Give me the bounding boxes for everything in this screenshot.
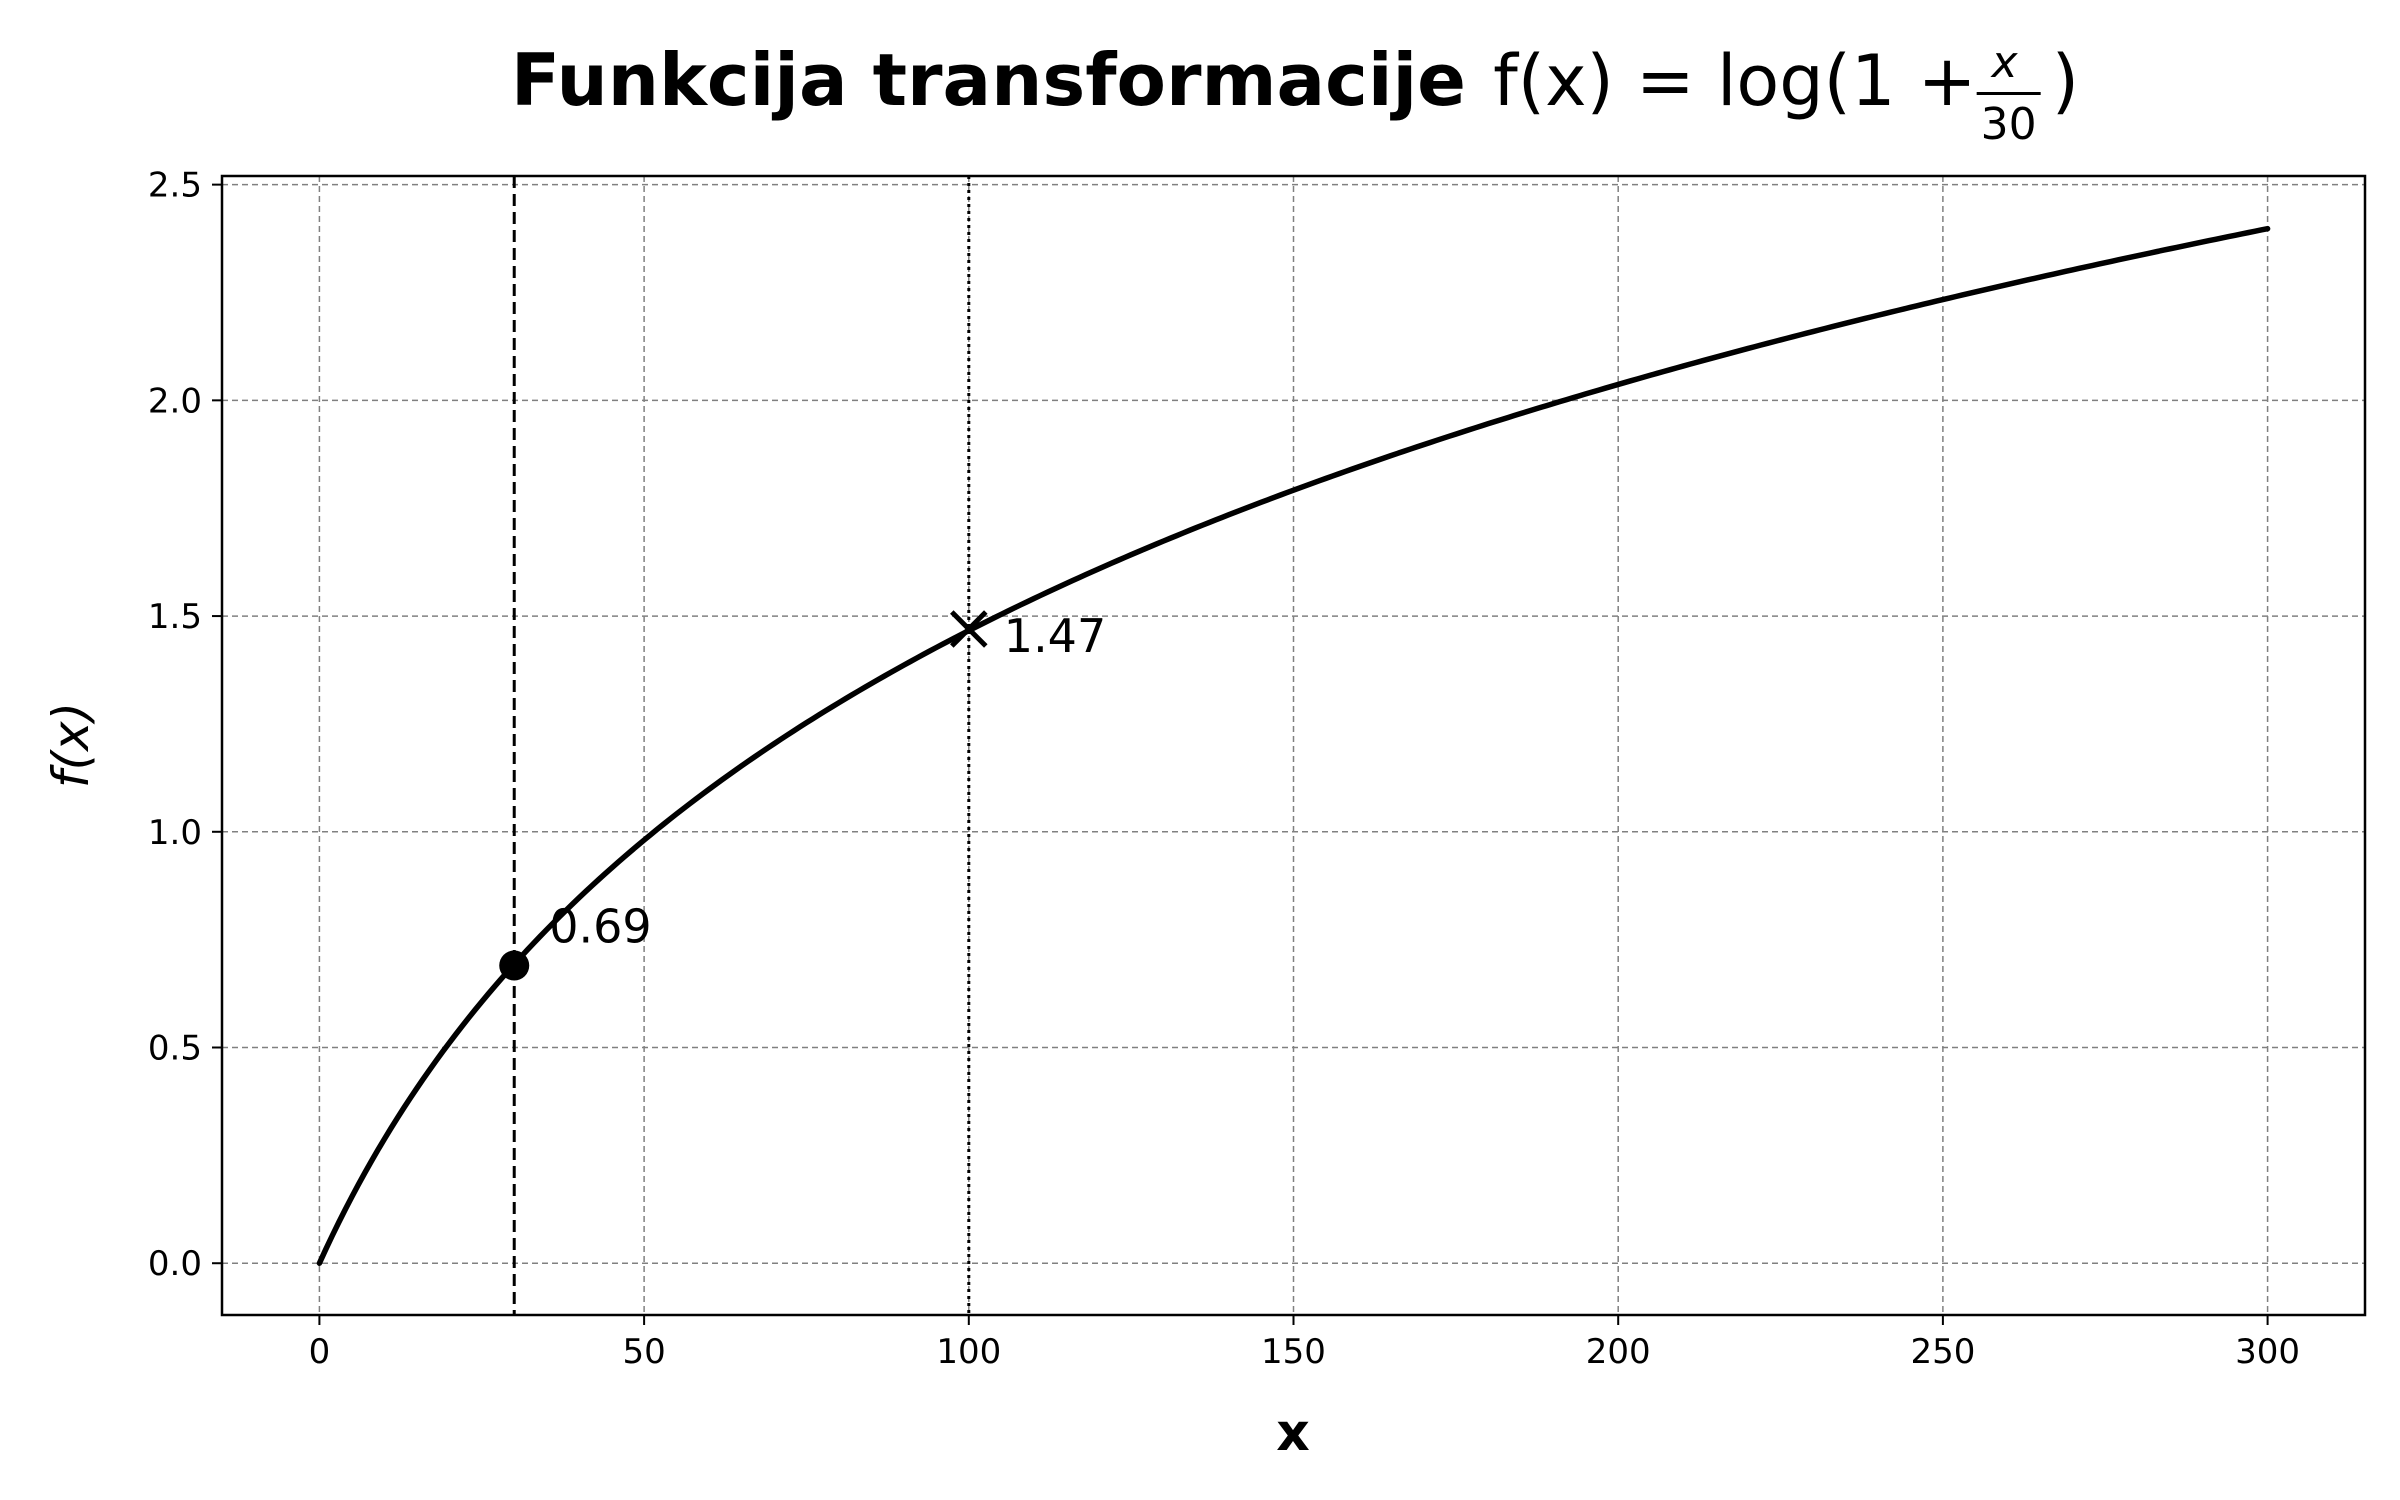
y-tick-label: 2.0 (148, 381, 202, 421)
point-annotation: 0.69 (549, 900, 651, 954)
x-axis-label: x (1276, 1403, 1310, 1463)
y-tick-label: 0.0 (148, 1244, 202, 1284)
y-tick-label: 1.0 (148, 813, 202, 853)
series (316, 225, 2271, 1266)
x-tick-label: 100 (936, 1332, 1001, 1372)
point-marker-x (950, 610, 988, 648)
x-tick-label: 250 (1910, 1332, 1975, 1372)
x-tick-label: 200 (1586, 1332, 1651, 1372)
x-tick-label: 50 (622, 1332, 665, 1372)
chart-title-frac-num: x (1990, 37, 2019, 88)
x-tick-label: 300 (2235, 1332, 2300, 1372)
function-curve (316, 225, 2271, 1266)
point-annotation: 1.47 (1004, 609, 1106, 663)
y-tick-label: 2.5 (148, 166, 202, 206)
ticks: 0 50 100 150 200 250 300 0.0 0.5 1.0 1.5 2.0 2.5 (148, 166, 2300, 1372)
grid (222, 176, 2365, 1315)
x-tick-label: 150 (1261, 1332, 1326, 1372)
chart-title: Funkcija transformacije f(x) = log(1 + x… (511, 37, 2079, 150)
reference-lines (512, 176, 971, 1315)
chart-title-frac-den: 30 (1981, 99, 2037, 150)
y-tick-label: 0.5 (148, 1029, 202, 1069)
y-axis-label: f(x) (42, 702, 100, 788)
point-marker-circle (499, 950, 530, 981)
chart-title-bold: Funkcija transformacije (511, 38, 1466, 122)
markers: 0.69 1.47 (499, 609, 1106, 981)
chart-title-formula: f(x) = log(1 + (1493, 40, 1976, 122)
y-tick-label: 1.5 (148, 597, 202, 637)
chart-title-close: ) (2052, 40, 2079, 122)
x-tick-label: 0 (309, 1332, 331, 1372)
